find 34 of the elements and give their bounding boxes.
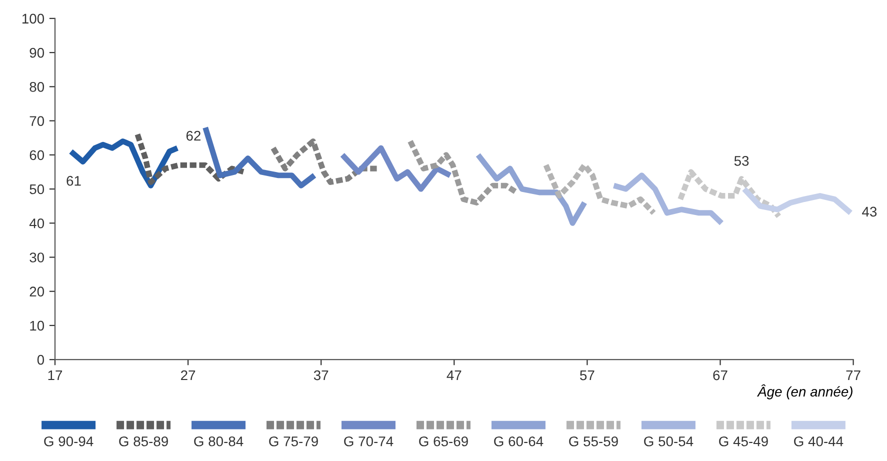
y-tick-label: 70 — [30, 116, 44, 126]
legend-label: G 65-69 — [419, 436, 468, 446]
legend-label: G 55-59 — [569, 436, 618, 446]
y-tick-label: 50 — [30, 184, 44, 194]
legend-label: G 50-54 — [644, 436, 694, 446]
legend-label: G 90-94 — [44, 436, 94, 446]
x-tick-label: 37 — [314, 370, 328, 380]
y-tick-label: 60 — [30, 150, 44, 160]
y-tick-label: 10 — [30, 320, 44, 331]
legend-label: G 40-44 — [794, 436, 844, 446]
x-tick-label: 47 — [446, 370, 462, 380]
x-tick-label: 27 — [181, 370, 196, 380]
legend-label: G 80-84 — [194, 436, 244, 446]
y-tick-label: 100 — [22, 14, 44, 24]
legend-label: G 75-79 — [269, 436, 318, 446]
annotation: 53 — [734, 156, 749, 166]
x-tick-label: 57 — [580, 370, 594, 380]
x-tick-label: 67 — [713, 370, 728, 380]
legend-label: G 70-74 — [344, 436, 394, 446]
x-axis-title: Âge (en année) — [756, 384, 852, 400]
y-tick-label: 40 — [29, 218, 44, 228]
legend-label: G 85-89 — [119, 436, 168, 446]
legend-label: G 45-49 — [719, 436, 768, 446]
annotation: 61 — [66, 176, 81, 186]
legend-label: G 60-64 — [494, 436, 544, 446]
y-tick-label: 0 — [37, 354, 44, 365]
annotation: 62 — [186, 130, 200, 141]
y-tick-label: 90 — [30, 48, 44, 58]
annotation: 43 — [862, 206, 877, 217]
y-tick-label: 30 — [30, 252, 44, 262]
y-tick-label: 20 — [30, 286, 44, 297]
x-tick-label: 77 — [846, 370, 860, 380]
y-tick-label: 80 — [30, 82, 44, 92]
x-tick-label: 17 — [48, 370, 62, 380]
